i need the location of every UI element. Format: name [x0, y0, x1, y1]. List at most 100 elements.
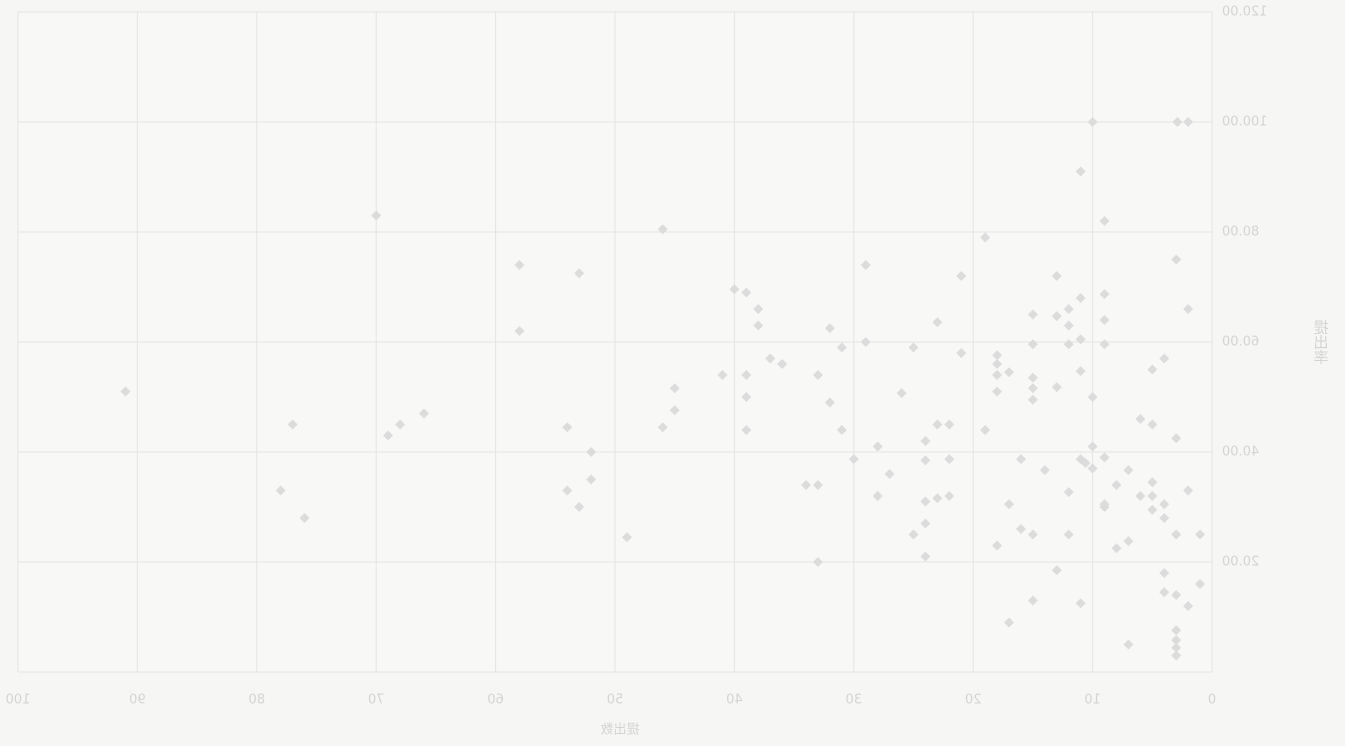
scatter-point	[1171, 529, 1182, 540]
scatter-point	[896, 388, 907, 399]
y-tick-label: 20.00	[1222, 555, 1259, 570]
scatter-point	[574, 268, 585, 279]
scatter-point	[1147, 477, 1158, 488]
scatter-point	[1087, 392, 1098, 402]
scatter-point	[1027, 529, 1038, 540]
scatter-point	[1195, 529, 1206, 540]
x-tick-label: 90	[129, 693, 146, 708]
scatter-point	[908, 342, 919, 353]
scatter-point	[1004, 499, 1015, 510]
scatter-point	[812, 370, 823, 380]
scatter-point	[1099, 315, 1110, 325]
scatter-point	[1080, 458, 1091, 468]
scatter-point	[812, 557, 823, 567]
x-tick-label: 60	[487, 693, 504, 708]
x-tick-label: 40	[726, 693, 743, 708]
scatter-point	[1063, 487, 1074, 498]
scatter-point	[908, 529, 919, 540]
scatter-point	[729, 284, 740, 295]
scatter-point	[621, 532, 632, 543]
x-tick-label: 80	[249, 693, 266, 708]
scatter-point	[1087, 463, 1098, 474]
scatter-point	[1027, 309, 1038, 320]
scatter-point	[824, 397, 835, 408]
scatter-point	[1183, 304, 1194, 314]
scatter-point	[920, 518, 931, 529]
scatter-point	[1111, 480, 1122, 490]
x-tick-label: 100	[6, 693, 31, 708]
scatter-point	[1123, 639, 1134, 650]
scatter-point	[932, 493, 943, 504]
scatter-point	[872, 441, 883, 452]
scatter-point	[586, 474, 597, 485]
scatter-point	[1171, 590, 1182, 600]
scatter-point	[1099, 502, 1110, 512]
scatter-point	[1063, 339, 1074, 350]
scatter-point	[586, 447, 597, 457]
scatter-point	[1147, 419, 1158, 430]
scatter-point	[514, 260, 525, 270]
x-axis-label: 提出数	[600, 722, 639, 738]
scatter-point	[1171, 642, 1182, 653]
scatter-point	[287, 419, 298, 430]
scatter-point	[980, 232, 991, 243]
scatter-point	[741, 287, 752, 298]
scatter-point	[860, 260, 871, 270]
y-tick-label: 120.00	[1222, 5, 1268, 20]
scatter-point	[956, 271, 967, 281]
scatter-point	[657, 422, 668, 433]
y-tick-label: 40.00	[1222, 445, 1259, 460]
scatter-point	[1159, 499, 1170, 510]
scatter-point	[992, 370, 1003, 380]
scatter-point	[1051, 271, 1062, 281]
scatter-point	[1027, 383, 1038, 394]
scatter-point	[920, 496, 931, 507]
scatter-point	[1051, 311, 1062, 322]
scatter-point	[884, 469, 895, 479]
y-axis-label: 提出率	[1313, 320, 1331, 365]
x-tick-label: 70	[368, 693, 385, 708]
scatter-point	[371, 210, 382, 221]
scatter-point	[741, 425, 752, 435]
scatter-point	[992, 350, 1003, 361]
scatter-point	[669, 405, 680, 416]
scatter-point	[299, 513, 310, 523]
scatter-point	[1063, 304, 1074, 314]
scatter-point	[120, 386, 131, 397]
x-tick-label: 20	[965, 693, 982, 708]
scatter-point	[932, 317, 943, 328]
scatter-point	[1027, 595, 1038, 606]
scatter-point	[669, 383, 680, 394]
scatter-point	[1147, 491, 1158, 501]
scatter-point	[1027, 339, 1038, 350]
scatter-point	[1159, 353, 1170, 364]
scatter-point	[1171, 254, 1182, 265]
scatter-point	[275, 485, 286, 496]
scatter-point	[1172, 117, 1183, 127]
scatter-point	[1004, 367, 1015, 378]
scatter-point	[801, 480, 812, 490]
scatter-point	[514, 326, 525, 336]
scatter-point	[418, 408, 429, 419]
scatter-point	[1171, 433, 1182, 444]
scatter-point	[860, 337, 871, 347]
scatter-point	[1183, 485, 1194, 496]
scatter-point	[944, 419, 955, 430]
scatter-point	[872, 491, 883, 501]
scatter-point	[1075, 598, 1086, 609]
scatter-point	[1099, 339, 1110, 350]
scatter-point	[1039, 465, 1050, 476]
y-tick-label: 80.00	[1222, 225, 1259, 240]
scatter-point	[1087, 117, 1098, 127]
x-tick-label: 10	[1084, 693, 1101, 708]
scatter-point	[717, 370, 728, 380]
scatter-point	[980, 425, 991, 435]
scatter-point	[836, 342, 847, 353]
scatter-point	[920, 455, 931, 466]
scatter-point	[1099, 452, 1110, 463]
scatter-point	[956, 348, 967, 358]
scatter-point	[992, 359, 1003, 369]
scatter-point	[1075, 293, 1086, 303]
